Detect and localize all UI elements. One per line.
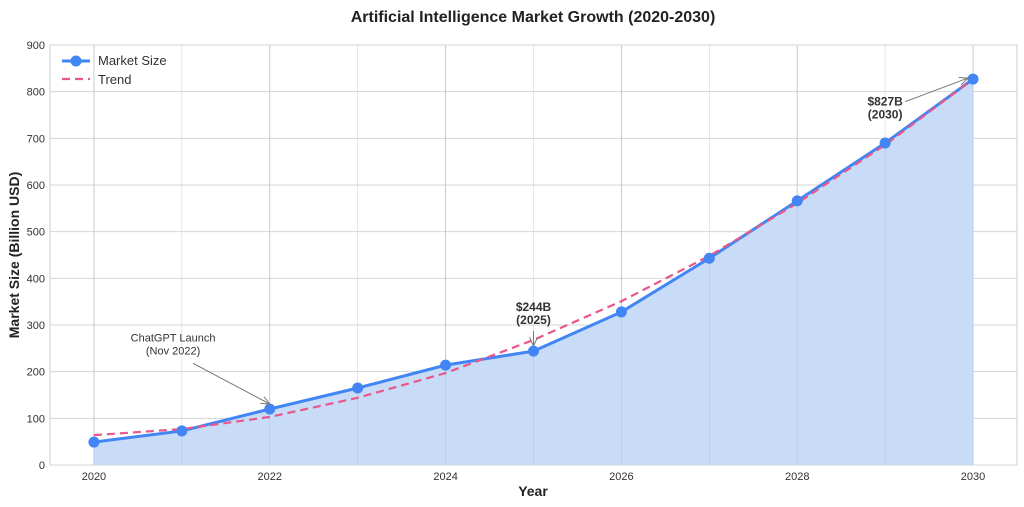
annotation-arrow	[904, 78, 968, 103]
legend-trend-label: Trend	[98, 72, 131, 87]
annotation-text: (2030)	[868, 108, 903, 122]
y-tick-label: 0	[39, 460, 45, 472]
market-size-marker	[615, 306, 627, 318]
annotation-text: (Nov 2022)	[146, 345, 200, 357]
x-tick-label: 2022	[258, 471, 282, 483]
x-tick-label: 2028	[785, 471, 809, 483]
market-size-marker	[264, 403, 276, 415]
x-tick-label: 2030	[961, 471, 985, 483]
market-size-area	[93, 79, 974, 466]
annotation-text: $827B	[867, 95, 903, 109]
x-tick-label: 2024	[433, 471, 457, 483]
annotation-text: $244B	[516, 300, 552, 314]
market-size-marker	[352, 382, 364, 394]
y-tick-label: 500	[27, 227, 45, 239]
y-tick-label: 900	[27, 40, 45, 52]
market-size-marker	[703, 252, 715, 264]
y-tick-label: 600	[27, 180, 45, 192]
y-tick-label: 800	[27, 87, 45, 99]
market-size-marker	[791, 195, 803, 207]
x-axis-label: Year	[518, 483, 548, 499]
y-axis-label: Market Size (Billion USD)	[6, 172, 22, 338]
x-tick-label: 2020	[82, 471, 106, 483]
y-tick-label: 400	[27, 273, 45, 285]
annotation-text: ChatGPT Launch	[131, 332, 216, 344]
y-tick-label: 700	[27, 133, 45, 145]
trend-line	[93, 78, 974, 437]
y-tick-label: 100	[27, 413, 45, 425]
market-size-marker	[879, 137, 891, 149]
y-tick-label: 300	[27, 320, 45, 332]
legend-market-size-marker	[70, 55, 82, 67]
y-tick-label: 200	[27, 367, 45, 379]
x-tick-label: 2026	[609, 471, 633, 483]
legend-market-size-label: Market Size	[98, 53, 167, 68]
annotation-arrow	[192, 362, 270, 404]
annotation-text: (2025)	[516, 313, 551, 327]
market-size-marker	[88, 436, 100, 448]
market-size-marker	[440, 359, 452, 371]
market-size-marker	[176, 425, 188, 437]
chart-title: Artificial Intelligence Market Growth (2…	[351, 9, 716, 26]
market-size-marker	[967, 73, 979, 85]
market-size-marker	[528, 345, 539, 357]
